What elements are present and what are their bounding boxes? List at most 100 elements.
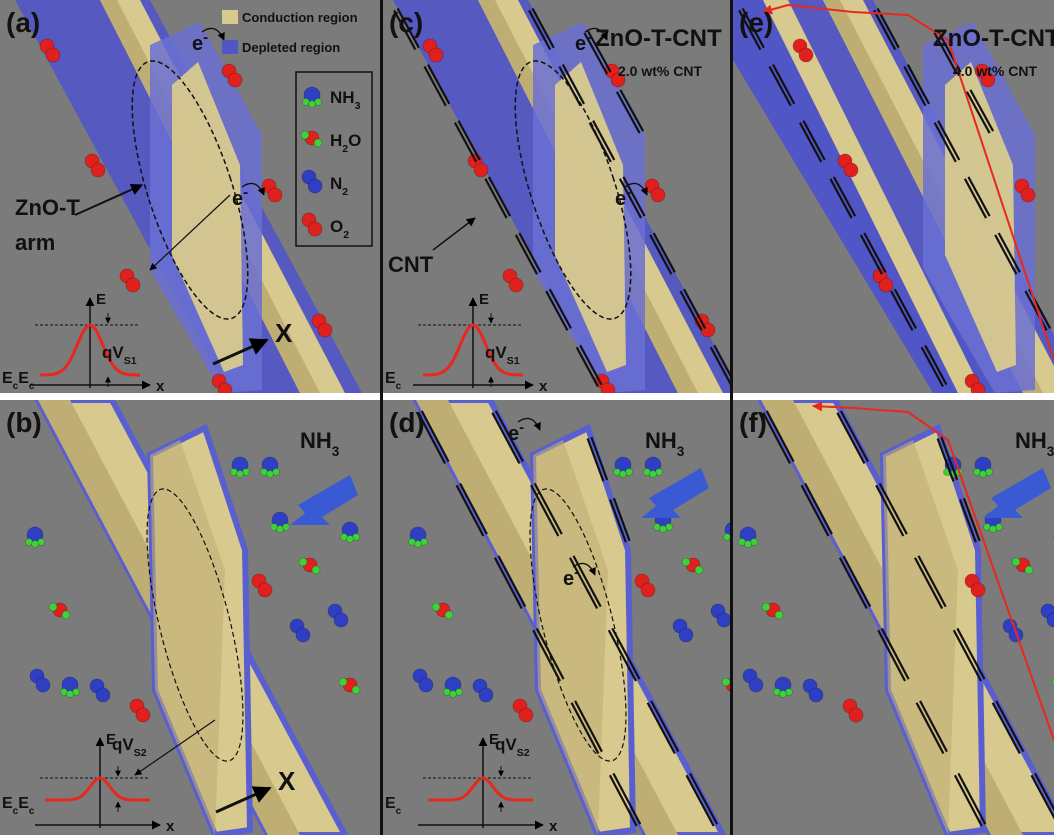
panel-label-part: (a) <box>6 7 40 38</box>
atom <box>848 707 864 723</box>
legend-molecule-part: H <box>330 131 342 150</box>
line <box>652 232 676 273</box>
line <box>965 91 991 134</box>
line <box>530 484 560 537</box>
line <box>586 30 612 73</box>
line <box>455 484 485 537</box>
atom <box>1020 187 1036 203</box>
legend-swatch <box>222 40 238 54</box>
electron-arrow <box>517 417 541 431</box>
electron-arrow <box>584 27 608 41</box>
line <box>579 344 603 386</box>
line <box>738 9 762 51</box>
band-x-label: x <box>166 818 175 835</box>
gas-label: NH3 <box>645 428 685 459</box>
band-energy-label: E <box>106 731 116 748</box>
line <box>484 178 508 219</box>
electron-arrow <box>201 27 225 41</box>
panel-subtitle: 2.0 wt% CNT <box>618 63 702 79</box>
line <box>940 436 959 481</box>
atom <box>317 322 333 338</box>
line <box>427 64 451 105</box>
electron-arrow <box>624 182 648 196</box>
band-barrier-label-part: qV <box>485 343 507 362</box>
legend-label: Conduction region <box>242 10 358 25</box>
line <box>590 436 609 481</box>
line <box>575 346 599 388</box>
legend-molecule: H2O <box>330 131 361 155</box>
line <box>612 497 631 542</box>
line <box>453 122 478 163</box>
line <box>959 499 977 543</box>
band-barrier-label-part: S1 <box>507 355 520 367</box>
dashed-region <box>514 60 632 320</box>
gas-label: NH3 <box>300 428 340 459</box>
axis-label: X <box>275 318 293 348</box>
band-energy-label: E <box>489 731 499 748</box>
atom <box>678 627 694 643</box>
line <box>487 176 512 217</box>
dashed-region <box>529 488 627 762</box>
gas-label-part: 3 <box>332 444 340 459</box>
legend-molecule-part: 2 <box>342 143 348 155</box>
atom <box>600 382 616 393</box>
atom <box>267 187 283 203</box>
legend-molecule-part: N <box>330 174 342 193</box>
band-barrier-label-part: qV <box>495 735 517 754</box>
annotation: arm <box>15 230 55 255</box>
dashed-region <box>131 60 249 320</box>
line <box>957 772 987 825</box>
line <box>859 234 884 275</box>
shape <box>983 468 1051 518</box>
band-edge-label: EcEc <box>2 795 35 817</box>
band-edge-label-part: E <box>385 370 396 387</box>
atom <box>276 525 284 533</box>
dashed-region <box>146 488 244 762</box>
panel-title: ZnO-T-CNT <box>595 25 722 52</box>
band-energy-label-part: E <box>96 291 106 308</box>
line <box>963 178 988 219</box>
shape <box>763 0 983 393</box>
atom <box>650 187 666 203</box>
line <box>574 700 603 753</box>
line <box>876 7 900 49</box>
line <box>802 120 826 161</box>
band-x-label: x <box>539 378 548 395</box>
line <box>514 234 539 275</box>
gas-label-part: NH <box>300 428 332 453</box>
panel-label: (d) <box>389 407 425 438</box>
line <box>804 482 833 535</box>
line <box>535 627 565 680</box>
atom <box>473 162 489 178</box>
panel-label-part: (d) <box>389 407 425 438</box>
atom <box>431 602 441 612</box>
band-x-label-part: x <box>539 378 548 395</box>
band-edge-label-part: c <box>13 381 19 392</box>
atom <box>418 677 434 693</box>
line <box>432 217 476 251</box>
band-energy-label: E <box>479 291 489 308</box>
line <box>609 499 627 543</box>
annotation: CNT <box>388 252 434 277</box>
atom <box>508 277 524 293</box>
band-edge-label-part: E <box>2 795 13 812</box>
band-barrier-label-part: S2 <box>134 747 147 759</box>
line <box>215 786 272 814</box>
panel: (f) NH3 <box>738 400 1054 835</box>
panel-label: (b) <box>6 407 42 438</box>
line <box>689 772 719 825</box>
line <box>772 64 796 105</box>
atom <box>1046 612 1054 628</box>
line <box>608 774 638 827</box>
atom <box>716 612 730 628</box>
line <box>915 702 945 755</box>
atom <box>744 540 752 548</box>
gas-label-part: 3 <box>1047 444 1054 459</box>
panel-label: (a) <box>6 7 40 38</box>
atom <box>970 582 986 598</box>
line <box>650 700 680 753</box>
